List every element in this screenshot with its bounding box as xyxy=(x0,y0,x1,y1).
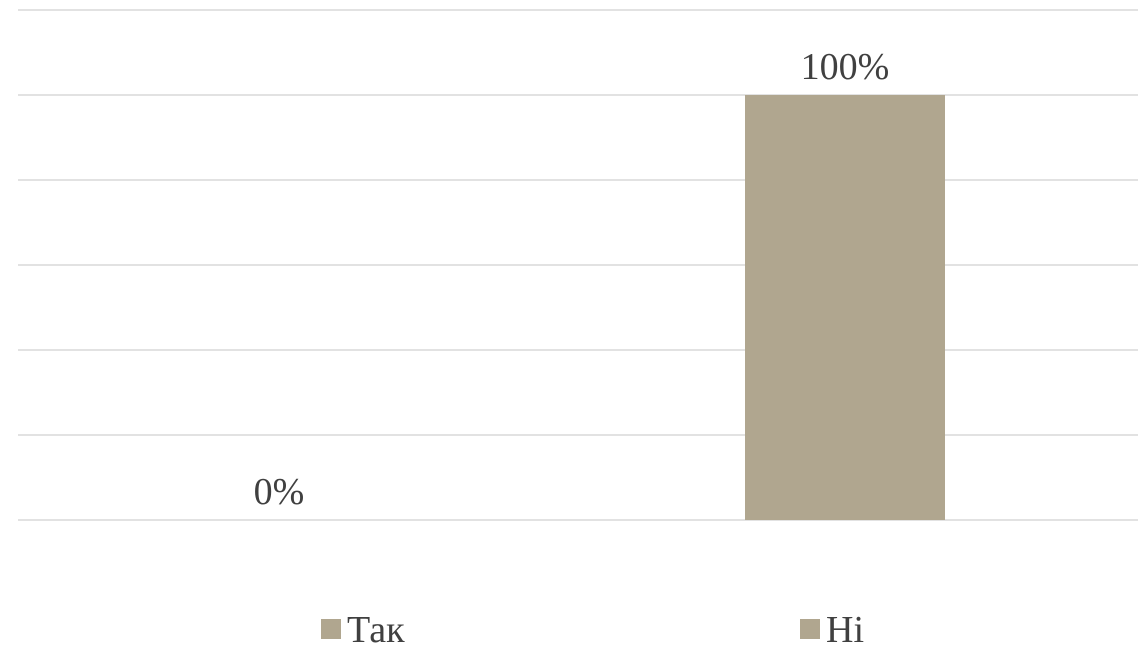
legend-swatch-0 xyxy=(321,619,341,639)
legend-label-1: Ні xyxy=(826,609,864,651)
legend-label-0: Так xyxy=(347,609,405,651)
data-label-0: 0% xyxy=(254,471,305,513)
legend-swatch-1 xyxy=(800,619,820,639)
data-label-1: 100% xyxy=(801,46,890,88)
bar-1 xyxy=(745,95,945,520)
